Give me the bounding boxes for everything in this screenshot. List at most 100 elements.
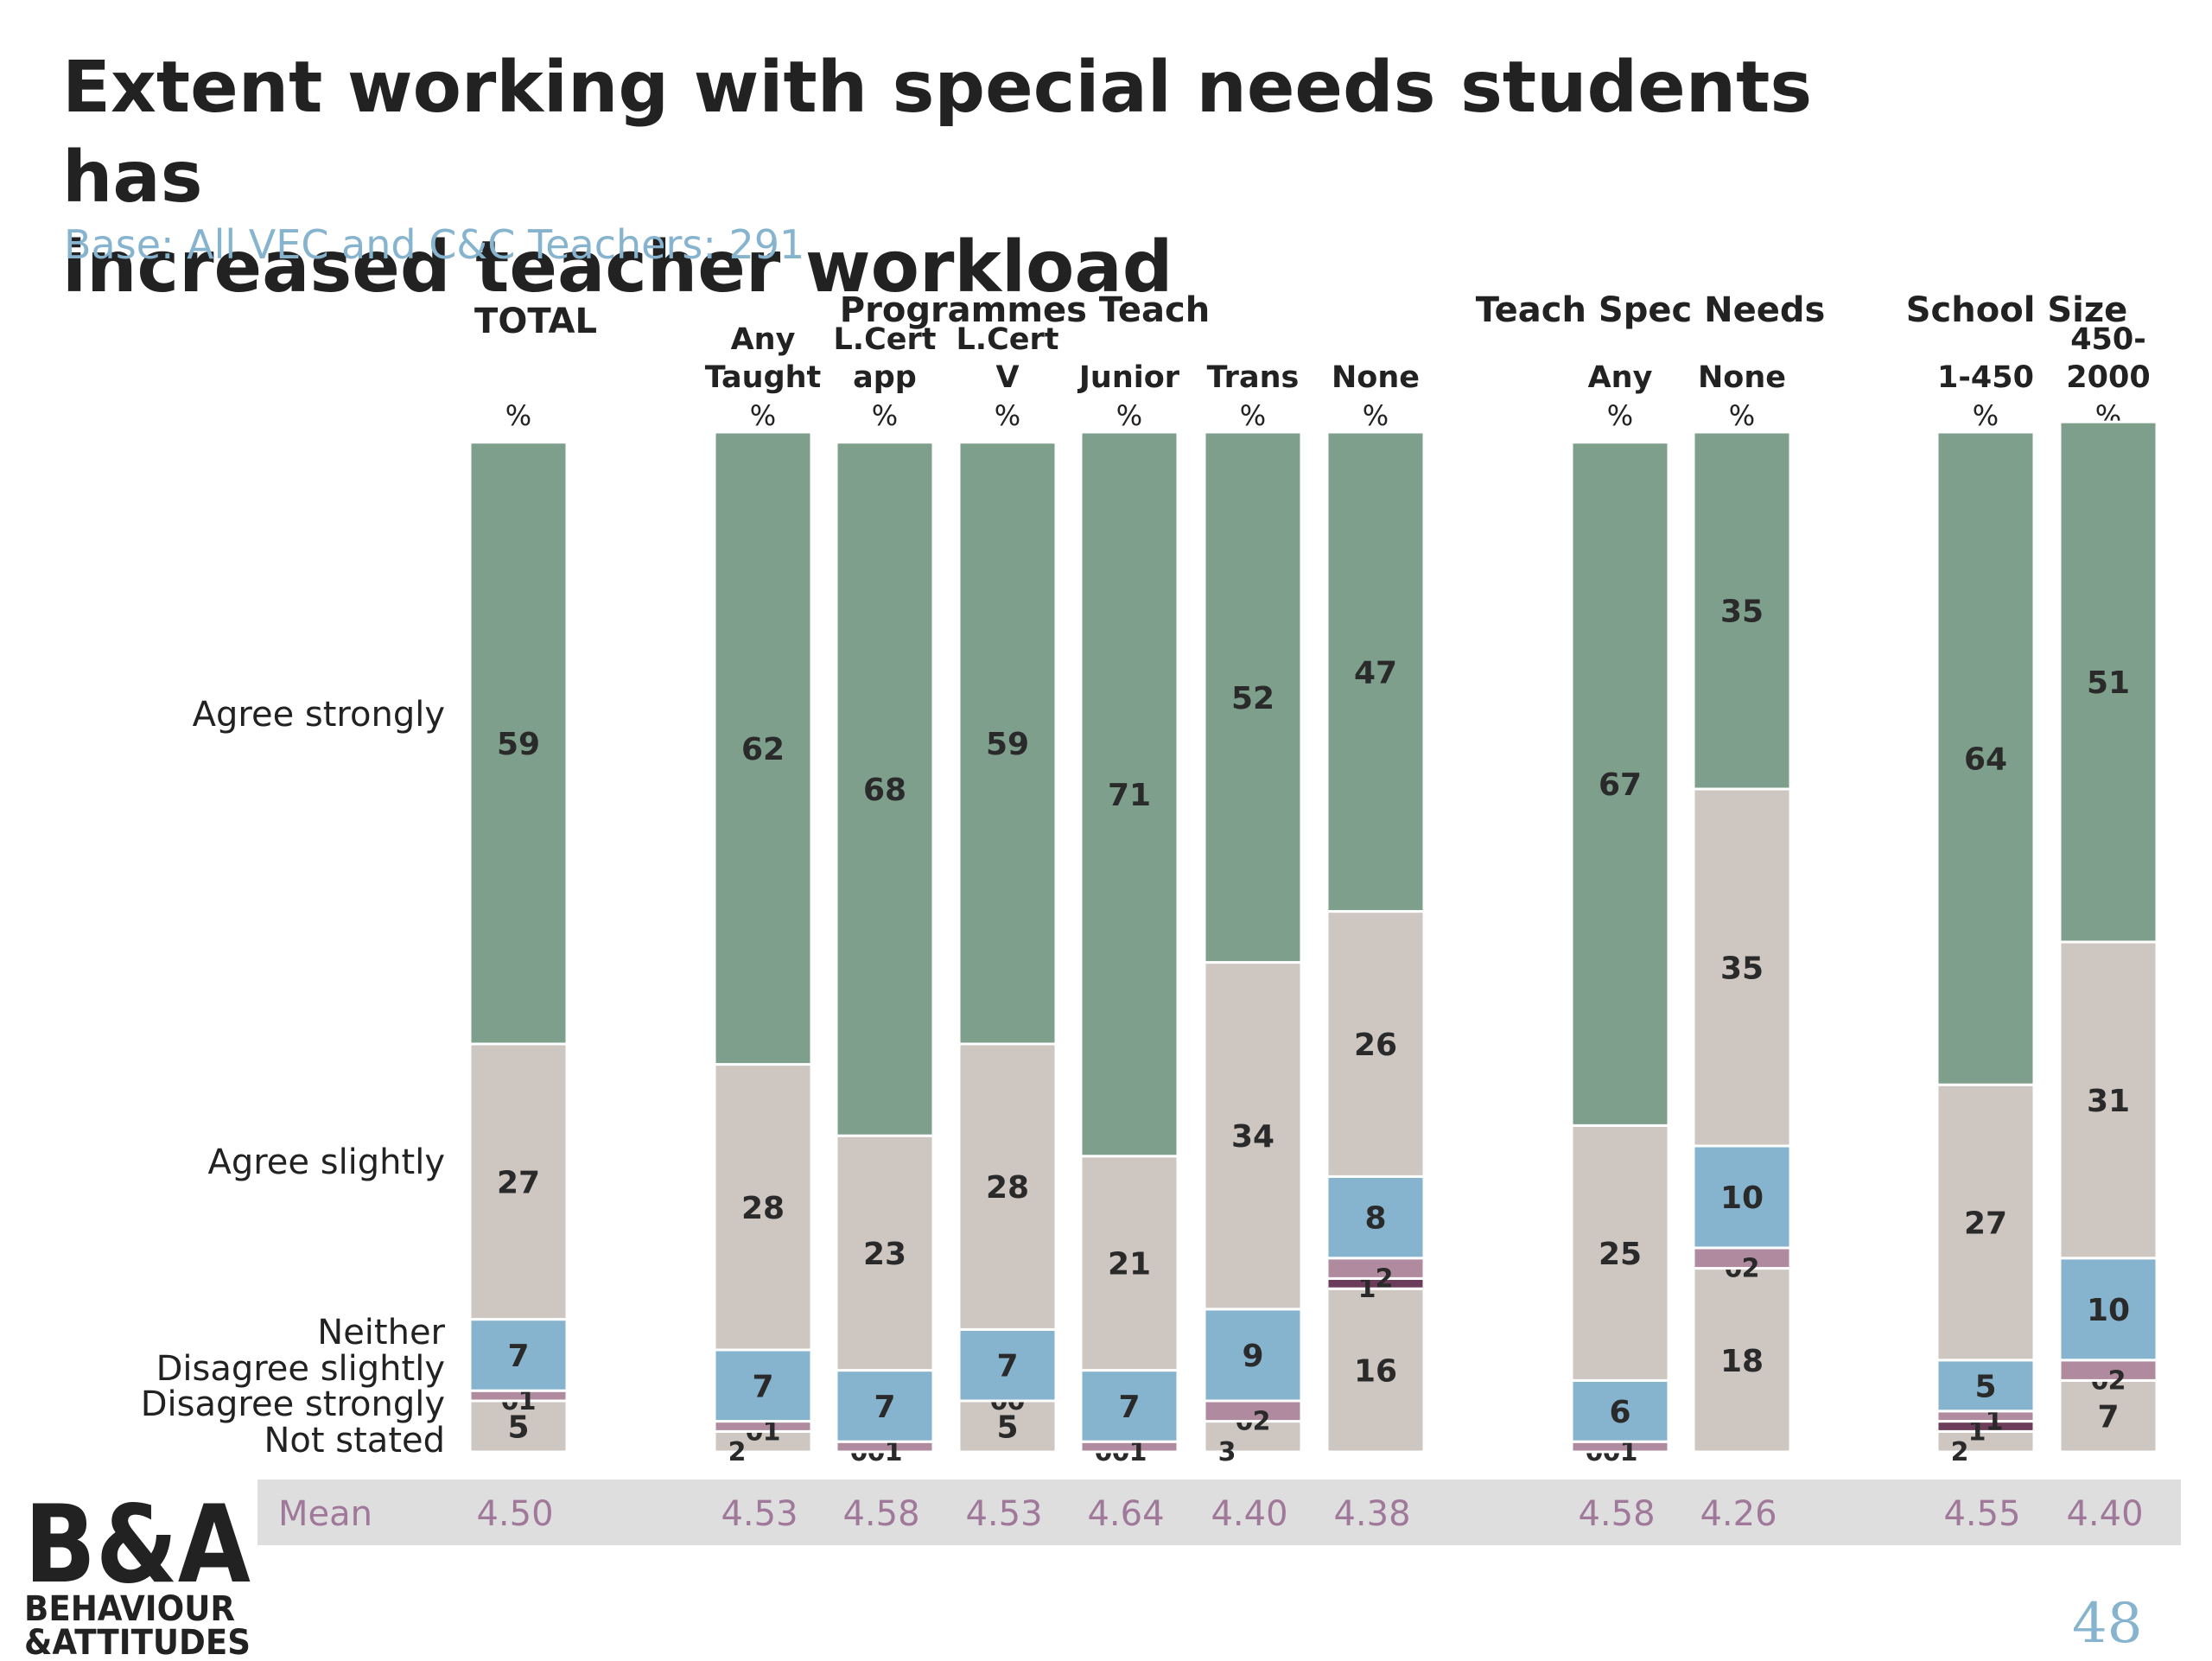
data-label-2-5: 68 <box>863 773 906 808</box>
chart-title: Extent working with special needs studen… <box>62 43 1877 313</box>
data-label-10-4: 31 <box>2087 1084 2130 1119</box>
category-label-2-line-1: app <box>853 360 917 395</box>
percent-header-6: % <box>1363 399 1389 432</box>
mean-value-2: 4.58 <box>842 1494 919 1534</box>
bar-segment-9-5 <box>1936 430 2036 1086</box>
data-label-9-4: 27 <box>1964 1206 2007 1242</box>
data-label-0-5: 59 <box>497 727 540 762</box>
bar-segment-9-4 <box>1936 1083 2036 1362</box>
bar-segment-5-0 <box>1203 1420 1303 1454</box>
data-label-7-5: 67 <box>1599 767 1642 803</box>
data-label-6-4: 26 <box>1354 1028 1397 1063</box>
data-label-6-2: 2 <box>1376 1263 1394 1294</box>
bar-segment-10-0 <box>2058 1378 2158 1454</box>
bar-segment-2-4 <box>835 1134 935 1372</box>
data-label-4-5: 71 <box>1108 778 1151 813</box>
data-label-10-2: 2 <box>2108 1365 2126 1396</box>
data-label-5-3: 9 <box>1242 1339 1263 1374</box>
percent-header-2: % <box>872 399 898 432</box>
category-label-8-line-0: None <box>1698 360 1786 395</box>
data-label-3-3: 7 <box>996 1349 1018 1384</box>
data-label-7-2: 1 <box>1620 1437 1638 1467</box>
bar-segment-6-0 <box>1325 1287 1426 1454</box>
data-label-9-0: 2 <box>1951 1437 1969 1467</box>
data-label-4-2: 1 <box>1129 1437 1147 1467</box>
bar-segment-5-5 <box>1203 430 1303 964</box>
data-label-2-4: 23 <box>863 1237 906 1272</box>
category-label-10-line-1: 2000 <box>2066 360 2150 395</box>
category-label-1-line-0: Any <box>731 322 796 357</box>
bar-segment-5-3 <box>1203 1308 1303 1403</box>
percent-header-0: % <box>505 399 531 432</box>
data-label-1-2: 1 <box>763 1416 781 1447</box>
data-label-2-2: 1 <box>885 1437 903 1467</box>
bar-segment-8-3 <box>1692 1144 1792 1250</box>
title-line-1: Extent working with special needs studen… <box>62 47 1813 219</box>
bar-segment-0-5 <box>468 441 569 1046</box>
data-label-4-4: 21 <box>1108 1247 1151 1282</box>
data-label-8-2: 2 <box>1742 1254 1760 1284</box>
data-label-10-0: 7 <box>2097 1400 2119 1435</box>
bar-segment-10-4 <box>2058 940 2158 1260</box>
logo-text-line-1: BEHAVIOUR <box>24 1589 235 1629</box>
bar-segment-0-4 <box>468 1042 569 1321</box>
group-header-2: Teach Spec Needs <box>1476 290 1826 330</box>
data-label-2-3: 7 <box>874 1390 895 1425</box>
percent-header-8: % <box>1729 399 1755 432</box>
data-label-7-3: 6 <box>1609 1395 1630 1430</box>
data-label-4-3: 7 <box>1118 1390 1140 1425</box>
mean-value-0: 4.50 <box>476 1494 553 1534</box>
mean-value-6: 4.38 <box>1333 1494 1410 1534</box>
data-label-1-0: 2 <box>728 1437 747 1467</box>
bar-segment-8-4 <box>1692 787 1792 1148</box>
row-label-5: Not stated <box>264 1421 445 1461</box>
mean-value-10: 4.40 <box>2066 1494 2143 1534</box>
category-label-10-line-0: 450- <box>2070 322 2146 357</box>
data-label-1-3: 7 <box>752 1369 773 1404</box>
percent-header-3: % <box>995 399 1020 432</box>
data-label-3-4: 28 <box>986 1170 1029 1206</box>
bar-segment-8-5 <box>1692 430 1792 791</box>
bar-segment-1-4 <box>713 1063 813 1352</box>
bar-segment-9-3 <box>1936 1359 2036 1413</box>
data-label-0-4: 27 <box>497 1165 540 1200</box>
data-label-8-4: 35 <box>1720 951 1764 987</box>
brand-logo: B&A BEHAVIOUR &ATTITUDES <box>24 1483 251 1661</box>
data-label-9-5: 64 <box>1964 742 2007 778</box>
category-label-3-line-1: V <box>995 360 1019 395</box>
category-label-1-line-1: Taught <box>705 360 822 395</box>
row-label-0: Agree strongly <box>193 695 445 735</box>
data-label-3-0: 5 <box>996 1410 1018 1446</box>
data-label-8-5: 35 <box>1720 595 1764 630</box>
data-label-10-5: 51 <box>2087 665 2130 701</box>
data-label-3-5: 59 <box>986 727 1029 762</box>
group-header-3: School Size <box>1906 290 2128 330</box>
bar-segment-5-4 <box>1203 961 1303 1311</box>
bar-segment-1-5 <box>713 430 813 1066</box>
data-label-9-1: 1 <box>1968 1416 1986 1447</box>
mean-value-1: 4.53 <box>721 1494 798 1534</box>
mean-value-9: 4.55 <box>1943 1494 2020 1534</box>
mean-value-3: 4.53 <box>965 1494 1042 1534</box>
category-label-9-line-0: 1-450 <box>1937 360 2034 395</box>
mean-value-8: 4.26 <box>1700 1494 1777 1534</box>
category-label-7-line-0: Any <box>1588 360 1653 395</box>
page-number: 48 <box>2072 1592 2143 1656</box>
group-header-0: TOTAL <box>474 302 597 341</box>
data-label-6-3: 8 <box>1364 1201 1386 1237</box>
category-label-4-line-0: Junior <box>1077 360 1180 395</box>
percent-header-4: % <box>1116 399 1142 432</box>
bar-segment-6-3 <box>1325 1174 1426 1260</box>
row-label-4: Disagree strongly <box>141 1384 445 1424</box>
bar-segment-2-5 <box>835 441 935 1137</box>
chart-subtitle: Base: All VEC and C&C Teachers: 291 <box>64 221 805 268</box>
data-label-5-2: 2 <box>1253 1407 1271 1437</box>
bar-segment-10-5 <box>2058 420 2158 944</box>
bar-segment-4-4 <box>1079 1155 1179 1372</box>
data-label-5-0: 3 <box>1218 1437 1236 1467</box>
data-label-8-0: 18 <box>1720 1344 1764 1379</box>
data-label-1-4: 28 <box>741 1191 785 1226</box>
mean-band <box>257 1480 2181 1545</box>
data-label-9-3: 5 <box>1974 1369 1996 1404</box>
